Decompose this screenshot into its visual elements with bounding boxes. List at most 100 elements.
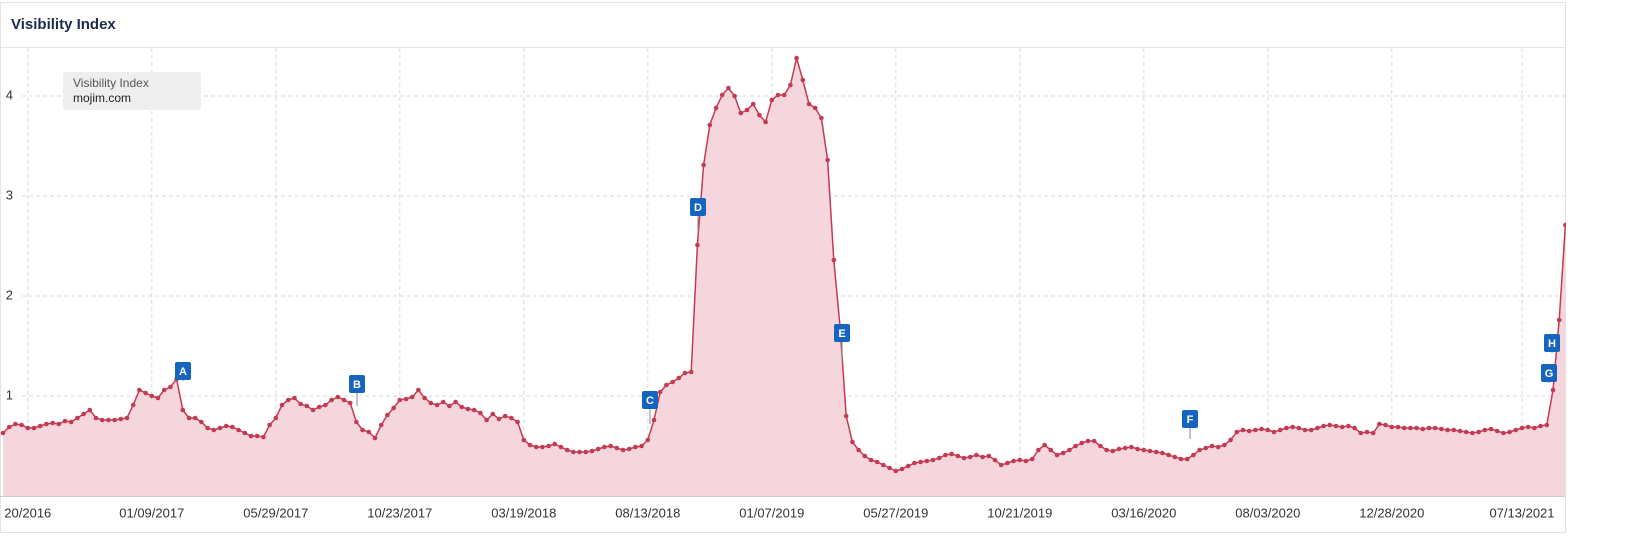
- point: [428, 400, 434, 406]
- point: [335, 394, 341, 400]
- point: [893, 468, 899, 474]
- point: [1414, 425, 1419, 431]
- point: [608, 443, 613, 449]
- point: [868, 457, 874, 463]
- point: [670, 379, 675, 385]
- point: [1116, 446, 1122, 452]
- point: [1525, 424, 1531, 430]
- point: [1556, 317, 1562, 323]
- point: [1451, 427, 1457, 433]
- point: [447, 403, 452, 409]
- point: [124, 415, 130, 421]
- annotation-label: G: [1545, 368, 1554, 380]
- point: [1550, 387, 1556, 393]
- point: [1079, 440, 1085, 446]
- point: [1036, 447, 1041, 453]
- point: [93, 415, 99, 421]
- point: [1501, 430, 1506, 436]
- overlay: A B C D E F G H: [175, 198, 1560, 439]
- point: [1432, 425, 1438, 431]
- point: [25, 425, 31, 431]
- point: [769, 97, 775, 103]
- point: [558, 444, 564, 450]
- point: [254, 433, 260, 439]
- point: [1259, 426, 1264, 432]
- point: [1513, 427, 1519, 433]
- annotation-flag: [175, 362, 191, 380]
- x-tick-label: 01/09/2017: [119, 505, 184, 520]
- point: [205, 425, 210, 431]
- point: [664, 382, 669, 388]
- point: [292, 395, 297, 401]
- point: [1463, 429, 1469, 435]
- point: [1098, 443, 1103, 449]
- point: [155, 395, 161, 401]
- point: [1184, 456, 1190, 462]
- point: [546, 443, 551, 449]
- point: [130, 402, 136, 408]
- point: [273, 415, 279, 421]
- point: [186, 415, 192, 421]
- x-tick-label: 10/23/2017: [367, 505, 432, 520]
- point: [701, 162, 706, 168]
- point: [385, 412, 390, 418]
- point: [626, 446, 632, 452]
- annotation-flag: [1541, 364, 1557, 382]
- point: [31, 425, 37, 431]
- point: [738, 110, 744, 116]
- annotation-flag: [349, 375, 365, 393]
- point: [471, 407, 477, 413]
- point: [974, 452, 979, 458]
- point: [955, 453, 961, 459]
- point: [323, 402, 328, 408]
- point: [50, 420, 55, 426]
- point: [1395, 424, 1401, 430]
- point: [676, 375, 682, 381]
- point: [794, 55, 799, 61]
- point: [1240, 427, 1246, 433]
- point: [1042, 442, 1047, 448]
- point: [819, 115, 824, 121]
- x-tick-label: 20/2016: [4, 505, 51, 520]
- point: [1346, 423, 1351, 429]
- point: [1122, 445, 1128, 451]
- x-tick-label: 10/21/2019: [987, 505, 1052, 520]
- point: [360, 427, 365, 433]
- annotation-flag: [690, 198, 706, 216]
- point: [37, 423, 43, 429]
- point: [1060, 450, 1066, 456]
- point: [521, 437, 527, 443]
- point: [961, 455, 967, 461]
- point: [874, 459, 880, 465]
- point: [484, 417, 489, 423]
- point: [1017, 457, 1023, 463]
- point: [788, 82, 793, 88]
- point: [726, 85, 731, 91]
- point: [967, 454, 973, 460]
- annotation-flag: [1182, 410, 1198, 428]
- point: [391, 405, 396, 411]
- point: [1333, 423, 1339, 429]
- point: [1073, 443, 1078, 449]
- annotation-label: E: [838, 328, 845, 340]
- point: [825, 157, 830, 163]
- point: [620, 447, 626, 453]
- point: [1253, 427, 1258, 433]
- point: [707, 122, 713, 128]
- point: [490, 411, 496, 417]
- point: [502, 413, 508, 419]
- point: [1339, 424, 1345, 430]
- point: [887, 465, 892, 471]
- point: [577, 449, 582, 455]
- point: [366, 429, 372, 435]
- point: [589, 448, 595, 454]
- point: [192, 415, 198, 421]
- point: [75, 415, 80, 421]
- point: [633, 444, 638, 450]
- annotation-label: C: [646, 395, 654, 407]
- point: [1563, 222, 1566, 228]
- point: [1172, 454, 1178, 460]
- point: [936, 455, 942, 461]
- point: [800, 77, 806, 83]
